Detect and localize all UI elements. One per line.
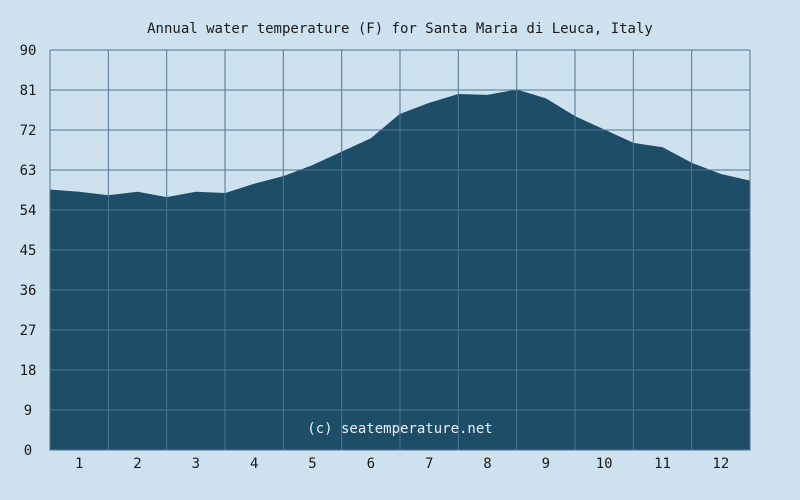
x-tick-label: 5: [308, 456, 316, 472]
y-tick-label: 36: [20, 283, 37, 299]
x-tick-label: 1: [75, 456, 83, 472]
y-tick-label: 0: [24, 443, 32, 459]
y-tick-label: 90: [20, 43, 37, 59]
x-tick-label: 6: [367, 456, 375, 472]
y-tick-label: 18: [20, 363, 37, 379]
x-tick-label: 9: [542, 456, 550, 472]
y-tick-label: 27: [20, 323, 37, 339]
y-tick-label: 9: [24, 403, 32, 419]
x-tick-label: 11: [654, 456, 671, 472]
x-tick-label: 8: [483, 456, 491, 472]
y-tick-label: 81: [20, 83, 37, 99]
x-tick-label: 3: [192, 456, 200, 472]
chart-title: Annual water temperature (F) for Santa M…: [147, 21, 653, 37]
y-tick-label: 72: [20, 123, 37, 139]
x-tick-label: 10: [596, 456, 613, 472]
y-axis-ticks: 0 9 18 27 36 45 54 63 72 81 90: [20, 43, 37, 459]
grid-layer: [49, 49, 751, 451]
x-tick-label: 12: [712, 456, 729, 472]
x-tick-label: 7: [425, 456, 433, 472]
x-tick-label: 2: [133, 456, 141, 472]
x-axis-ticks: 1 2 3 4 5 6 7 8 9 10 11 12: [75, 456, 729, 472]
y-tick-label: 45: [20, 243, 37, 259]
watermark: (c) seatemperature.net: [307, 421, 492, 437]
y-tick-label: 54: [20, 203, 37, 219]
x-tick-label: 4: [250, 456, 258, 472]
y-tick-label: 63: [20, 163, 37, 179]
